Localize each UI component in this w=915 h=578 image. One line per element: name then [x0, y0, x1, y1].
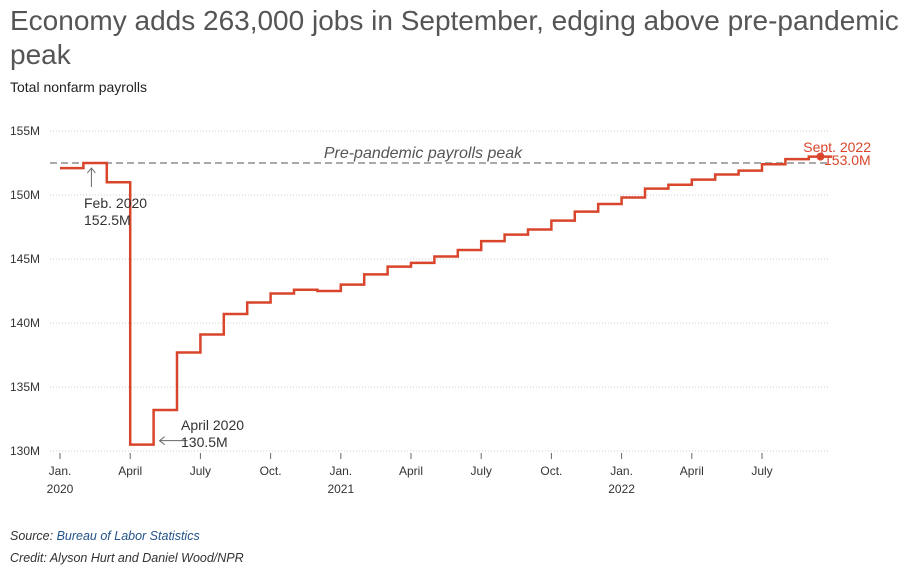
april-annotation-value: 130.5M [181, 434, 228, 450]
x-tick-label: Jan. [329, 464, 352, 478]
x-tick-label: July [751, 464, 772, 478]
x-tick-year: 2020 [47, 482, 74, 496]
april-arrow-head [158, 436, 165, 445]
sept-endpoint-marker [816, 152, 825, 161]
peak-reference-label: Pre-pandemic payrolls peak [324, 145, 523, 162]
x-tick-label: April [118, 464, 142, 478]
x-tick-label: April [399, 464, 423, 478]
x-tick-label: July [190, 464, 211, 478]
feb-arrow-head [87, 167, 96, 174]
x-tick-year: 2022 [608, 482, 635, 496]
y-tick-label: 150M [10, 188, 40, 202]
y-tick-label: 130M [10, 444, 40, 458]
sept-annotation-label: Sept. 2022 [803, 139, 871, 155]
x-tick-label: April [680, 464, 704, 478]
y-tick-label: 135M [10, 380, 40, 394]
y-tick-label: 155M [10, 124, 40, 138]
feb-annotation-label: Feb. 2020 [84, 195, 147, 211]
x-tick-label: Oct. [540, 464, 562, 478]
y-tick-label: 140M [10, 316, 40, 330]
chart-title: Economy adds 263,000 jobs in September, … [10, 5, 899, 70]
source-link[interactable]: Bureau of Labor Statistics [56, 529, 200, 543]
source-line: Source: Bureau of Labor Statistics [10, 529, 200, 543]
source-prefix: Source: [10, 529, 57, 543]
x-tick-label: Jan. [49, 464, 72, 478]
credit-line: Credit: Alyson Hurt and Daniel Wood/NPR [10, 551, 244, 565]
payrolls-step-line [60, 155, 833, 446]
y-tick-label: 145M [10, 252, 40, 266]
x-tick-label: Jan. [610, 464, 633, 478]
x-tick-year: 2021 [327, 482, 354, 496]
sept-annotation-value: 153.0M [824, 152, 871, 168]
chart-subtitle: Total nonfarm payrolls [10, 79, 147, 95]
april-annotation-label: April 2020 [181, 417, 244, 433]
payrolls-chart: 130M 135M 140M 145M 150M 155M Jan. 2020 April Jul… [10, 124, 871, 496]
feb-annotation-value: 152.5M [84, 212, 131, 228]
x-tick-label: July [471, 464, 492, 478]
x-tick-label: Oct. [260, 464, 282, 478]
